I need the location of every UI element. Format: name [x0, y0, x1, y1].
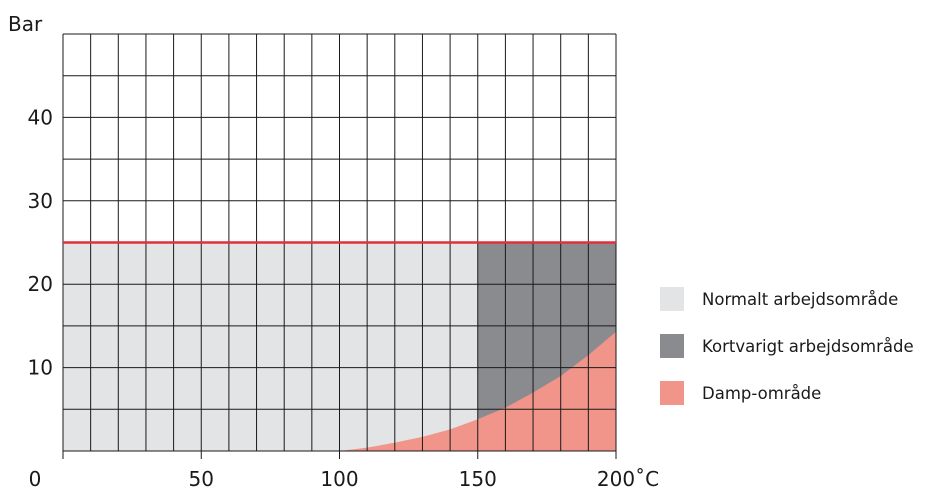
- legend-item-short-term: Kortvarigt arbejdsområde: [660, 331, 914, 361]
- legend-item-steam: Damp-område: [660, 378, 914, 408]
- x-tick-label: 200˚C: [597, 467, 659, 491]
- x-tick-label: 50: [189, 467, 214, 491]
- y-tick-label: 20: [28, 272, 53, 296]
- legend: Normalt arbejdsområde Kortvarigt arbejds…: [660, 284, 914, 425]
- y-axis-title: Bar: [8, 12, 43, 36]
- region-steam: [339, 331, 616, 451]
- region-normal: [63, 242, 478, 451]
- y-tick-label: 10: [28, 356, 53, 380]
- y-tick-label: 30: [28, 189, 53, 213]
- legend-swatch-steam: [660, 381, 684, 405]
- legend-swatch-short-term: [660, 334, 684, 358]
- x-tick-label: 0: [29, 467, 42, 491]
- legend-item-normal: Normalt arbejdsområde: [660, 284, 914, 314]
- y-tick-label: 40: [28, 105, 53, 129]
- legend-swatch-normal: [660, 287, 684, 311]
- x-tick-label: 100: [320, 467, 358, 491]
- legend-label-steam: Damp-område: [702, 383, 822, 403]
- legend-label-normal: Normalt arbejdsområde: [702, 289, 899, 309]
- legend-label-short-term: Kortvarigt arbejdsområde: [702, 336, 914, 356]
- x-tick-label: 150: [459, 467, 497, 491]
